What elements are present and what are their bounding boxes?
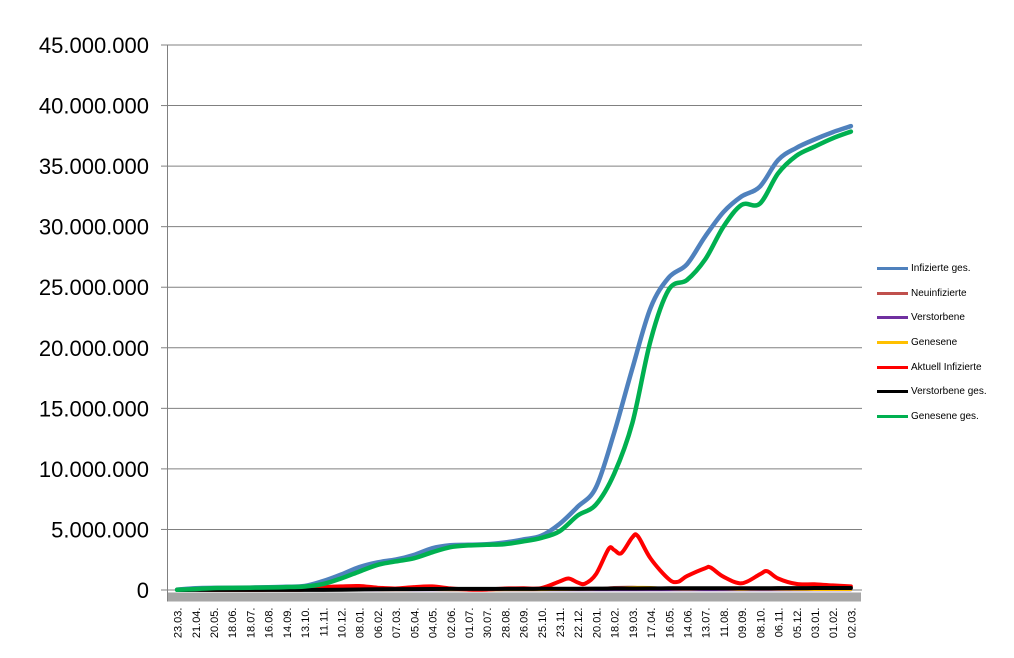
y-axis-tick-label: 20.000.000 [39,336,149,361]
legend-label: Neuinfizierte [911,287,967,299]
legend-label: Verstorbene [911,312,965,324]
legend-line-swatch [877,266,908,270]
x-axis-tick-label: 07.03. [391,608,403,639]
x-axis-tick-label: 06.02. [373,608,385,639]
x-axis-bar [167,592,861,602]
legend-item-aktuell-infizierte: Aktuell Infizierte [877,355,987,380]
series-line-genesene-ges [174,129,854,593]
x-axis-tick-label: 05.04. [409,608,421,639]
x-axis-tick-label: 28.08. [500,608,512,639]
x-axis-tick-label: 17.04. [646,608,658,639]
x-axis-tick-label: 04.05. [428,608,440,639]
x-axis-tick-label: 16.08. [264,608,276,639]
x-axis-tick-label: 30.07. [482,608,494,639]
x-axis-tick-label: 02.06. [446,608,458,639]
x-axis-tick-label: 25.10. [537,608,549,639]
legend-item-genesene-ges: Genesene ges. [877,404,987,429]
x-axis-tick-label: 06.11. [774,608,786,638]
legend-item-neuinfizierte: Neuinfizierte [877,281,987,306]
x-axis-tick-label: 10.12. [337,608,349,639]
x-axis-tick-label: 22.12. [573,608,585,639]
x-axis-tick-label: 14.06. [683,608,695,639]
x-axis-tick-label: 03.01. [810,608,822,639]
x-axis-tick-label: 23.11. [555,608,567,638]
x-axis-tick-label: 18.06. [227,608,239,639]
x-axis-tick-label: 13.10. [300,608,312,639]
legend-line-swatch [877,340,908,344]
x-axis-tick-label: 18.02. [610,608,622,639]
legend-line-swatch [877,316,908,320]
x-axis-tick-label: 19.03. [628,608,640,639]
x-axis-tick-label: 09.09. [737,608,749,639]
legend-line-swatch [877,390,908,394]
legend-item-genesene: Genesene [877,330,987,355]
y-axis-tick-label: 10.000.000 [39,457,149,482]
y-axis-tick-label: 0 [137,578,149,603]
legend-label: Infizierte ges. [911,262,971,274]
y-axis-tick-label: 35.000.000 [39,154,149,179]
legend-item-verstorbene-ges: Verstorbene ges. [877,379,987,404]
x-axis-tick-label: 14.09. [282,608,294,639]
x-axis-tick-label: 01.07. [464,608,476,639]
x-axis-tick-label: 23.03. [173,608,185,639]
legend-item-verstorbene: Verstorbene [877,305,987,330]
x-axis-tick-label: 16.05. [664,608,676,639]
x-axis-tick-label: 11.11. [318,608,330,637]
x-axis-tick-label: 21.04. [191,608,203,639]
series-line-verstorbene-ges [175,586,853,592]
x-axis-tick-label: 20.01. [591,608,603,639]
x-axis-tick-label: 05.12. [792,608,804,639]
y-axis-tick-label: 40.000.000 [39,94,149,119]
chart-legend: Infizierte ges. Neuinfizierte Verstorbene G… [877,256,987,429]
x-axis-tick-label: 13.07. [701,608,713,639]
legend-label: Verstorbene ges. [911,386,987,398]
x-axis-tick-label: 20.05. [209,608,221,639]
legend-label: Genesene ges. [911,410,979,422]
x-axis-tick-label: 08.01. [355,608,367,639]
x-axis-tick-label: 02.03. [846,608,858,639]
legend-item-infizierte-ges: Infizierte ges. [877,256,987,281]
x-axis-tick-label: 01.02. [828,608,840,639]
y-axis-tick-label: 5.000.000 [51,517,149,542]
x-axis-tick-label: 26.09. [519,608,531,639]
y-axis-tick-label: 15.000.000 [39,396,149,421]
y-axis-tick-label: 45.000.000 [39,33,149,58]
legend-line-swatch [877,414,908,418]
legend-label: Genesene [911,336,958,348]
series-line-infizierte-ges [174,123,854,592]
legend-line-swatch [877,365,908,369]
x-axis-tick-label: 08.10. [755,608,767,639]
legend-line-swatch [877,291,908,295]
x-axis-tick-label: 18.07. [245,608,257,639]
y-axis-tick-label: 25.000.000 [39,275,149,300]
x-axis-tick-label: 11.08. [719,608,731,638]
y-axis-tick-label: 30.000.000 [39,215,149,240]
legend-label: Aktuell Infizierte [911,361,982,373]
